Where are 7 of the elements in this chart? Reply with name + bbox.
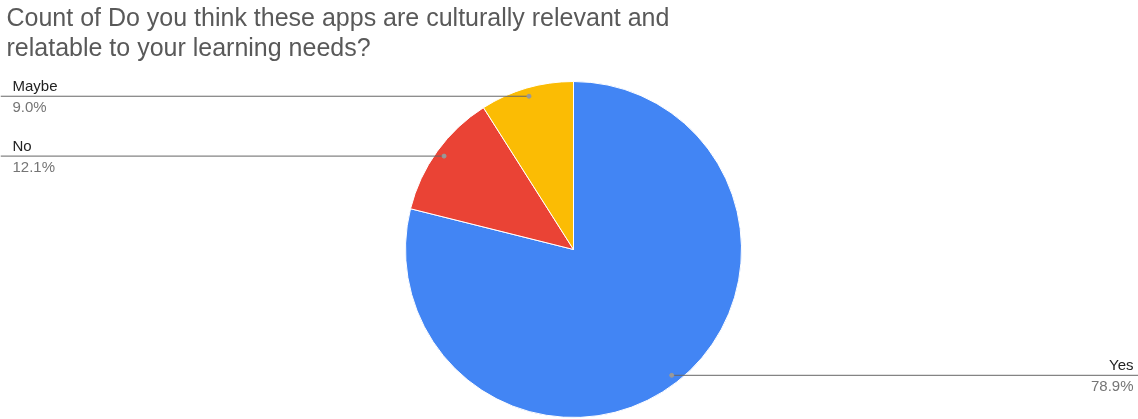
data-label: 12.1%: [12, 158, 56, 176]
data-label: 9.0%: [12, 98, 47, 116]
data-label: 78.9%: [1090, 377, 1134, 395]
chart-title: Count of Do you think these apps are culturally relevant and relatable to your learning needs?: [6, 2, 670, 61]
slice-label: Yes: [1109, 356, 1134, 374]
slice-label: No: [12, 137, 32, 155]
slice-label: Maybe: [12, 77, 58, 95]
